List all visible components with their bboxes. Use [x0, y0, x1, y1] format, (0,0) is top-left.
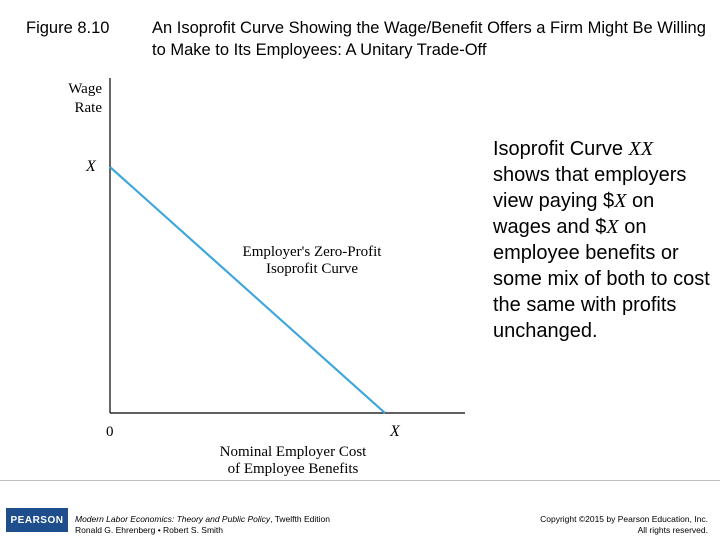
caption-var-xx: XX	[628, 138, 654, 160]
book-edition: , Twelfth Edition	[270, 514, 330, 524]
x-axis-label-line1: Nominal Employer Cost	[220, 444, 367, 460]
caption-part1: Isoprofit Curve	[493, 138, 629, 160]
isoprofit-curve	[109, 166, 386, 414]
curve-label-line2: Isoprofit Curve	[266, 261, 358, 277]
figure-number: Figure 8.10	[26, 19, 110, 37]
copyright-line1: Copyright ©2015 by Pearson Education, In…	[540, 514, 708, 524]
origin-label: 0	[106, 424, 114, 440]
y-axis-label-wage: Wage	[68, 81, 102, 97]
diagram-caption: Isoprofit Curve XX shows that employers …	[493, 136, 713, 344]
caption-var-x2: X	[606, 216, 619, 238]
caption-part3: on wages and $	[493, 190, 655, 238]
curve-label-line1: Employer's Zero-Profit	[243, 244, 383, 260]
caption-part2: shows that employers view paying $	[493, 164, 687, 212]
book-title: Modern Labor Economics: Theory and Publi…	[75, 514, 271, 524]
y-axis-label-rate: Rate	[75, 100, 103, 116]
pearson-logo: PEARSON	[6, 508, 68, 532]
book-authors: Ronald G. Ehrenberg • Robert S. Smith	[75, 525, 224, 535]
book-citation: Modern Labor Economics: Theory and Publi…	[75, 514, 330, 536]
footer-divider	[0, 480, 720, 481]
copyright-notice: Copyright ©2015 by Pearson Education, In…	[540, 514, 708, 536]
figure-title-text: An Isoprofit Curve Showing the Wage/Bene…	[152, 19, 706, 59]
x-axis-label-line2: of Employee Benefits	[228, 461, 359, 477]
caption-part4: on employee benefits or some mix of both…	[493, 216, 710, 342]
copyright-line2: All rights reserved.	[637, 525, 708, 535]
x-intercept-label: X	[389, 423, 401, 440]
caption-var-x1: X	[614, 190, 627, 212]
y-intercept-label: X	[85, 158, 97, 175]
